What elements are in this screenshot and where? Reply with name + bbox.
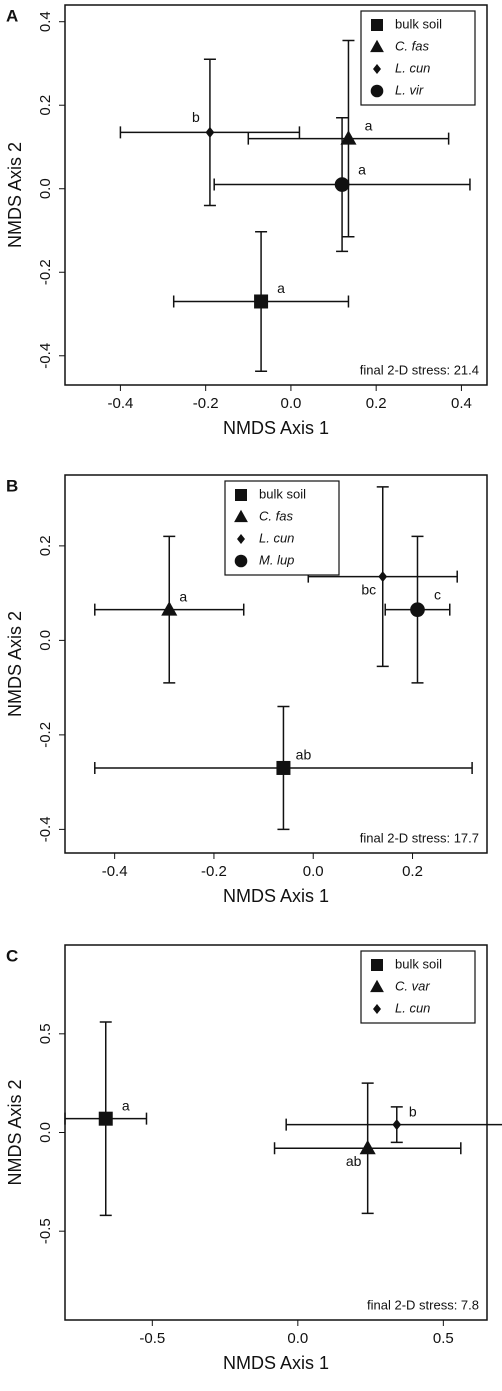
- group-label: a: [122, 1097, 130, 1113]
- group-label: ab: [346, 1153, 362, 1169]
- group-label: ab: [296, 747, 312, 763]
- y-tick-label: -0.4: [37, 816, 54, 842]
- x-tick-label: 0.2: [402, 863, 423, 880]
- legend-marker: [373, 1004, 381, 1014]
- x-tick-label: -0.5: [139, 1330, 165, 1347]
- legend-label: C. fas: [259, 508, 293, 523]
- panel-label: A: [6, 6, 18, 25]
- x-tick-label: 0.0: [303, 863, 324, 880]
- legend-marker: [234, 554, 248, 568]
- point: [98, 1111, 113, 1126]
- legend-marker: [373, 64, 381, 74]
- panel-label: C: [6, 946, 18, 965]
- group-label: c: [434, 586, 441, 602]
- group-label: bc: [361, 581, 376, 597]
- y-tick-label: 0.0: [37, 1122, 54, 1143]
- y-axis-label: NMDS Axis 2: [5, 142, 25, 248]
- y-tick-label: 0.4: [37, 11, 54, 32]
- group-label: b: [409, 1103, 417, 1119]
- point: [276, 760, 291, 775]
- legend-label: bulk soil: [395, 956, 442, 971]
- point: [205, 126, 215, 138]
- x-tick-label: -0.2: [193, 395, 219, 412]
- point: [378, 571, 388, 583]
- x-axis-label: NMDS Axis 1: [223, 1353, 329, 1373]
- x-tick-label: 0.0: [287, 1330, 308, 1347]
- y-tick-label: 0.5: [37, 1023, 54, 1044]
- legend-label: bulk soil: [259, 486, 306, 501]
- y-tick-label: -0.2: [37, 259, 54, 285]
- legend-marker: [370, 979, 384, 993]
- legend-marker: [370, 39, 384, 53]
- y-tick-label: 0.0: [37, 178, 54, 199]
- group-label: a: [365, 117, 373, 133]
- point: [340, 130, 357, 145]
- legend-marker: [235, 489, 247, 501]
- x-tick-label: 0.2: [366, 395, 387, 412]
- point: [334, 177, 350, 192]
- y-tick-label: -0.2: [37, 722, 54, 748]
- y-tick-label: 0.0: [37, 630, 54, 651]
- y-tick-label: -0.5: [37, 1218, 54, 1244]
- legend-label: bulk soil: [395, 16, 442, 31]
- x-tick-label: -0.4: [102, 863, 128, 880]
- plot-frame: [64, 474, 488, 854]
- group-label: a: [358, 161, 366, 177]
- legend-label: L. cun: [395, 1000, 430, 1015]
- legend-label: M. lup: [259, 552, 294, 567]
- legend-label: L. vir: [395, 82, 424, 97]
- y-axis-label: NMDS Axis 2: [5, 611, 25, 717]
- x-tick-label: 0.4: [451, 395, 472, 412]
- legend-label: L. cun: [259, 530, 294, 545]
- point: [392, 1119, 402, 1131]
- y-axis-label: NMDS Axis 2: [5, 1079, 25, 1185]
- x-axis-label: NMDS Axis 1: [223, 886, 329, 906]
- x-tick-label: 0.0: [280, 395, 301, 412]
- stress-note: final 2-D stress: 21.4: [360, 362, 479, 377]
- y-tick-label: 0.2: [37, 535, 54, 556]
- x-tick-label: -0.2: [201, 863, 227, 880]
- x-tick-label: -0.4: [107, 395, 133, 412]
- group-label: b: [192, 109, 200, 125]
- point: [359, 1139, 376, 1155]
- x-axis-label: NMDS Axis 1: [223, 418, 329, 438]
- stress-note: final 2-D stress: 17.7: [360, 830, 479, 845]
- legend-label: C. fas: [395, 38, 429, 53]
- legend-marker: [370, 84, 384, 98]
- point: [254, 294, 269, 309]
- group-label: a: [277, 280, 285, 296]
- x-tick-label: 0.5: [433, 1330, 454, 1347]
- panel-label: B: [6, 476, 18, 495]
- stress-note: final 2-D stress: 7.8: [367, 1297, 479, 1312]
- plot-frame: [64, 4, 488, 386]
- legend-label: C. var: [395, 978, 430, 993]
- y-tick-label: -0.4: [37, 343, 54, 369]
- legend-label: L. cun: [395, 60, 430, 75]
- legend-marker: [234, 509, 248, 523]
- legend-marker: [371, 959, 383, 971]
- group-label: a: [179, 588, 187, 604]
- legend-marker: [371, 19, 383, 31]
- legend-marker: [237, 534, 245, 544]
- point: [410, 602, 425, 618]
- point: [161, 601, 178, 616]
- y-tick-label: 0.2: [37, 95, 54, 116]
